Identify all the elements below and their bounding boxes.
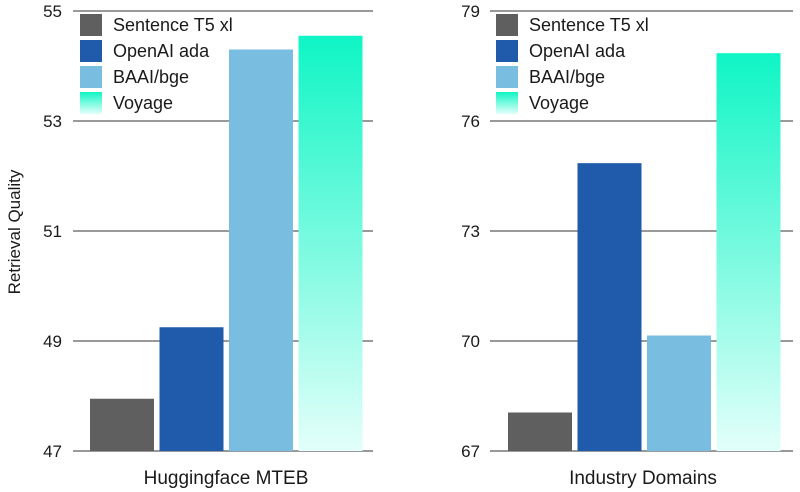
legend-swatch bbox=[496, 14, 518, 36]
legend-label: Voyage bbox=[529, 93, 589, 113]
legend-swatch bbox=[80, 40, 102, 62]
legend-swatch bbox=[496, 40, 518, 62]
y-tick-label: 51 bbox=[43, 222, 62, 241]
legend-label: Sentence T5 xl bbox=[113, 15, 233, 35]
legend-swatch bbox=[496, 66, 518, 88]
legend-swatch bbox=[496, 92, 518, 114]
bar-baai-bge bbox=[647, 335, 711, 451]
legend-swatch bbox=[80, 66, 102, 88]
y-tick-label: 53 bbox=[43, 112, 62, 131]
bar-voyage bbox=[716, 53, 781, 452]
bar-openai-ada bbox=[577, 163, 642, 451]
y-tick-label: 67 bbox=[461, 442, 480, 461]
bar-openai-ada bbox=[159, 327, 224, 451]
bar-baai-bge bbox=[229, 49, 293, 451]
bar-sentence-t5-xl bbox=[90, 398, 154, 451]
right-x-axis-label: Industry Domains bbox=[569, 468, 717, 489]
bar-sentence-t5-xl bbox=[508, 412, 572, 451]
legend-label: BAAI/bge bbox=[529, 67, 605, 87]
left-y-axis-label: Retrieval Quality bbox=[5, 169, 24, 294]
left-chart: 47 49 51 53 55 Sentence T5 xl OpenAI ada BAAI/b… bbox=[43, 2, 373, 461]
y-tick-label: 79 bbox=[461, 2, 480, 21]
legend-label: Voyage bbox=[113, 93, 173, 113]
y-tick-label: 55 bbox=[43, 2, 62, 21]
legend-label: Sentence T5 xl bbox=[529, 15, 649, 35]
legend-label: OpenAI ada bbox=[113, 41, 210, 61]
y-tick-label: 47 bbox=[43, 442, 62, 461]
bar-voyage bbox=[298, 35, 363, 451]
legend-label: OpenAI ada bbox=[529, 41, 626, 61]
legend-swatch bbox=[80, 92, 102, 114]
y-tick-label: 70 bbox=[461, 332, 480, 351]
right-chart: 67 70 73 76 79 Sentence T5 xl OpenAI ada BAAI/b… bbox=[461, 2, 793, 461]
left-x-axis-label: Huggingface MTEB bbox=[144, 468, 309, 489]
y-tick-label: 49 bbox=[43, 332, 62, 351]
y-tick-label: 76 bbox=[461, 112, 480, 131]
legend-swatch bbox=[80, 14, 102, 36]
legend-label: BAAI/bge bbox=[113, 67, 189, 87]
y-tick-label: 73 bbox=[461, 222, 480, 241]
